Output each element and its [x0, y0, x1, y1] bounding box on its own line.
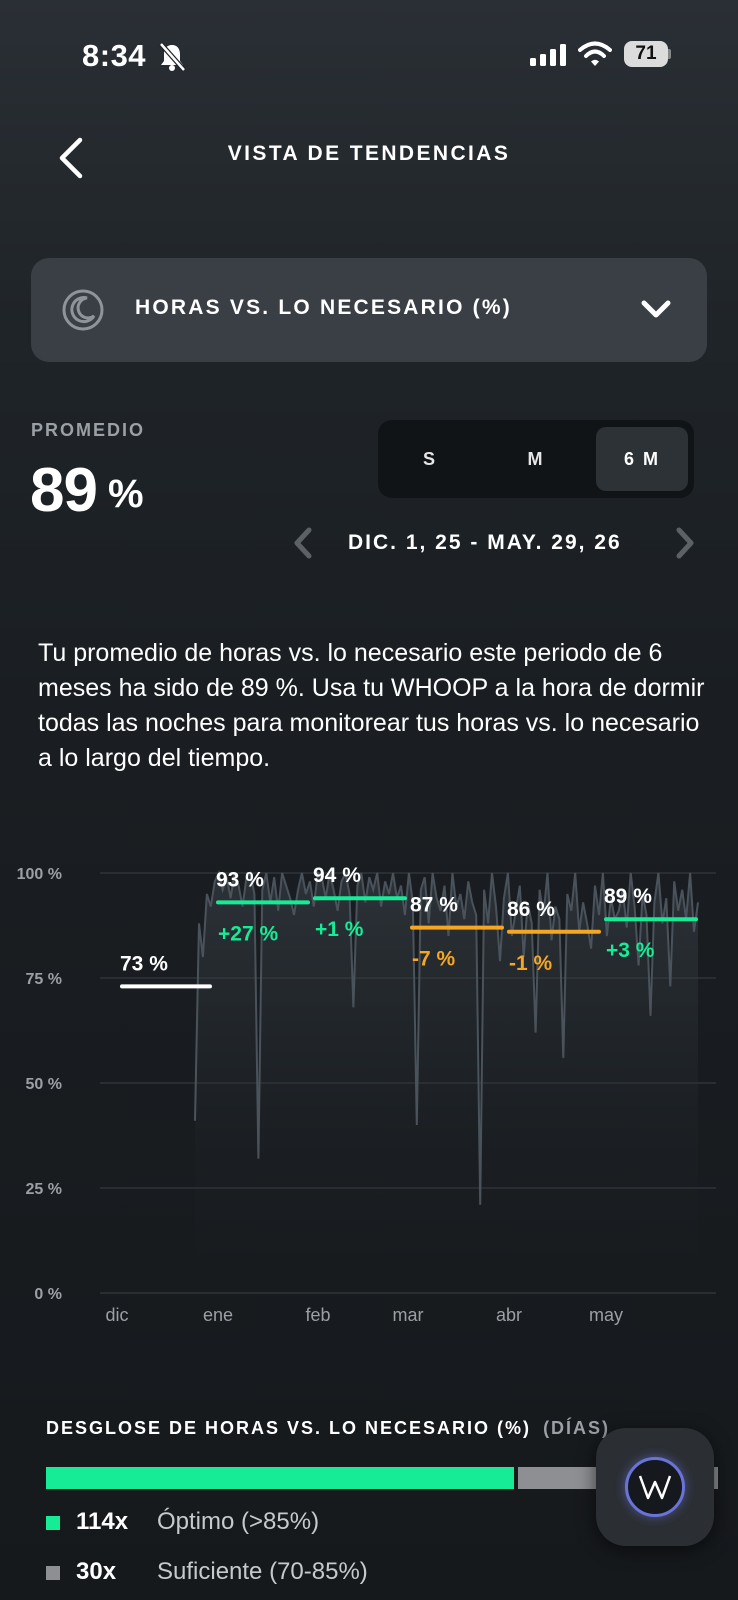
x-tick-label: feb [305, 1305, 330, 1325]
monthly-average-label: 89 % [604, 885, 652, 908]
metric-selector-dropdown[interactable]: HORAS VS. LO NECESARIO (%) [31, 258, 707, 362]
x-tick-label: abr [496, 1305, 522, 1325]
x-tick-label: may [589, 1305, 623, 1325]
y-tick-label: 0 % [34, 1286, 62, 1303]
next-period-arrow-icon[interactable] [674, 526, 696, 560]
battery-level: 71 [635, 43, 657, 64]
legend-swatch-optimal [46, 1516, 60, 1530]
status-time: 8:34 [82, 38, 147, 73]
monthly-average-label: 94 % [313, 864, 361, 887]
previous-period-arrow-icon[interactable] [292, 526, 314, 560]
monthly-average-label: 93 % [216, 868, 264, 891]
legend-count-sufficient: 30x [76, 1558, 117, 1585]
muted-bell-icon [159, 42, 186, 72]
chevron-down-icon [641, 300, 671, 318]
average-unit: % [108, 472, 144, 516]
breakdown-title-text: DESGLOSE DE HORAS VS. LO NECESARIO (%) [46, 1418, 532, 1438]
x-tick-label: mar [393, 1305, 424, 1325]
monthly-change-label: -1 % [509, 952, 553, 975]
daily-line [194, 869, 699, 1205]
monthly-change-label: +1 % [315, 918, 364, 941]
breakdown-title: DESGLOSE DE HORAS VS. LO NECESARIO (%) (D… [46, 1418, 610, 1439]
legend-swatch-sufficient [46, 1566, 60, 1580]
y-tick-label: 75 % [26, 971, 62, 988]
y-tick-label: 100 % [17, 866, 62, 883]
average-label: PROMEDIO [31, 420, 146, 440]
average-value: 89 [30, 456, 98, 525]
y-tick-label: 25 % [26, 1181, 62, 1198]
page-title: VISTA DE TENDENCIAS [227, 142, 511, 165]
monthly-change-label: -7 % [412, 948, 456, 971]
legend-count-optimal: 114x [76, 1508, 129, 1535]
back-arrow-icon[interactable] [54, 136, 88, 180]
period-option-6-months[interactable]: 6 M [596, 427, 688, 491]
period-option-month[interactable]: M [527, 449, 545, 469]
monthly-average-label: 87 % [410, 894, 458, 917]
cellular-signal-icon [530, 44, 566, 66]
battery-indicator: 71 [624, 41, 672, 67]
breakdown-unit: (DÍAS) [543, 1418, 611, 1438]
monthly-change-label: +3 % [606, 939, 655, 962]
breakdown-bar-optimal [46, 1467, 514, 1489]
daily-area [195, 873, 698, 1293]
y-tick-label: 50 % [26, 1076, 62, 1093]
sleep-moon-icon [62, 289, 104, 331]
monthly-change-label: +27 % [218, 922, 278, 945]
trend-chart: 100 % 75 % 50 % 25 % 0 % dic ene feb mar abr may 73… [17, 864, 716, 1325]
x-tick-label: ene [203, 1305, 233, 1325]
metric-selector-label: HORAS VS. LO NECESARIO (%) [135, 296, 512, 319]
x-tick-label: dic [105, 1305, 128, 1325]
trend-description: Tu promedio de horas vs. lo necesario es… [38, 639, 705, 772]
period-toggle: S M 6 M [378, 420, 694, 498]
whoop-logo-icon [625, 1457, 685, 1517]
monthly-average-label: 73 % [120, 952, 168, 975]
whoop-coach-button[interactable] [596, 1428, 714, 1546]
legend-label-optimal: Óptimo (>85%) [157, 1508, 320, 1535]
period-option-week[interactable]: S [422, 449, 437, 469]
legend-label-sufficient: Suficiente (70-85%) [157, 1558, 368, 1585]
date-range-label: DIC. 1, 25 - MAY. 29, 26 [348, 531, 622, 554]
wifi-icon [578, 41, 612, 66]
monthly-average-label: 86 % [507, 898, 555, 921]
